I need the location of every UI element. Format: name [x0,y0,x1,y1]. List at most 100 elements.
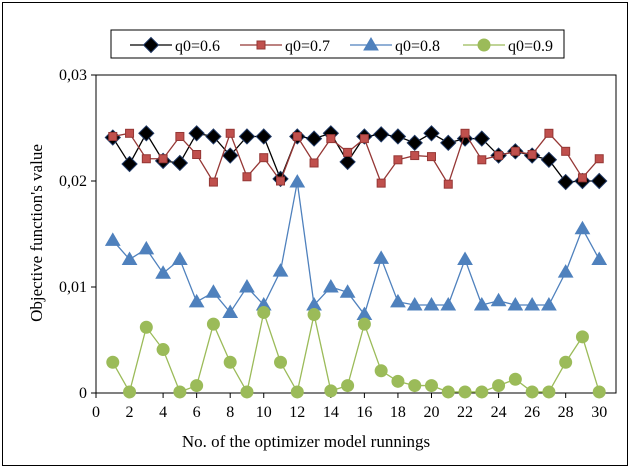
data-point [508,372,522,386]
y-tick-label: 0,03 [59,67,87,84]
data-point [175,131,185,141]
data-point [121,251,138,265]
plot-area [95,74,617,394]
series-square [108,128,604,189]
data-point [492,379,506,393]
data-point [524,297,540,311]
data-point [106,355,120,369]
data-point [541,297,557,311]
data-point [510,146,520,156]
data-point [205,128,222,145]
x-tick-label: 2 [126,404,134,421]
data-point [591,251,608,265]
data-point [173,385,187,399]
data-point [426,152,436,162]
x-tick-label: 12 [289,404,305,421]
series-line [112,181,600,316]
data-point [240,385,254,399]
legend-item: q0=0.6 [130,36,220,55]
data-point [373,250,390,264]
data-point [475,385,489,399]
data-point [290,385,304,399]
data-point [372,126,390,143]
data-point [423,297,440,311]
x-tick-label: 6 [193,404,201,421]
data-point [272,263,289,277]
x-tick-label: 18 [390,404,406,421]
data-point [424,379,438,393]
data-point [357,317,371,331]
data-point [527,150,537,159]
data-point [557,173,574,191]
data-point [221,147,239,164]
data-point [125,128,135,138]
series-line [112,309,600,394]
data-point [141,154,151,164]
legend-label: q0=0.9 [508,38,553,55]
legend-item: q0=0.8 [350,37,440,55]
data-point [507,297,524,311]
series-line [112,131,600,186]
data-point [389,128,407,145]
x-axis-label: No. of the optimizer model runnings [182,432,430,451]
data-point [359,134,369,144]
data-point [255,128,272,145]
data-point [292,131,302,141]
data-point [594,154,604,164]
data-point [259,153,269,163]
data-point [307,308,321,322]
series-layer [104,125,608,399]
data-point [190,379,204,393]
x-tick-label: 0 [92,404,100,421]
data-point [391,374,405,388]
data-point [374,364,388,378]
x-tick-label: 20 [423,404,439,421]
data-point [156,343,170,357]
data-point [139,320,153,334]
data-point [393,155,403,165]
legend-label: q0=0.7 [285,38,330,55]
x-tick-label: 30 [591,404,607,421]
data-point [575,330,589,344]
data-point [577,173,587,183]
y-axis-label: Objective function's value [27,144,46,322]
chart-frame [2,2,628,466]
data-point [155,265,171,279]
data-point [138,125,155,142]
data-point [192,150,202,159]
data-point [592,385,606,399]
series-circle [106,305,606,399]
data-point [559,355,573,369]
data-point [305,130,323,147]
legend-marker [256,40,266,50]
data-point [257,305,271,319]
data-point [274,355,288,369]
data-point [322,279,339,293]
data-point [440,297,457,311]
y-tick-label: 0,02 [59,173,87,190]
x-tick-label: 16 [356,404,372,421]
legend-item: q0=0.9 [463,38,553,55]
x-tick-label: 8 [226,404,234,421]
data-point [223,355,237,369]
data-point [138,240,155,255]
data-point [390,293,406,308]
x-tick-label: 22 [457,404,473,421]
x-tick-label: 14 [323,404,339,421]
y-tick-label: 0,01 [59,279,87,296]
x-axis-ticks: 0 2 4 6 8 10 12 14 16 18 20 22 24 26 28 30 [92,393,607,421]
legend-marker [477,38,491,52]
data-point [341,379,355,393]
data-point [205,284,222,298]
data-point [239,279,255,293]
legend-marker [363,37,379,51]
data-point [238,128,256,145]
data-point [540,151,558,169]
data-point [561,146,571,156]
data-point [494,151,504,161]
data-point [423,125,440,142]
data-point [108,131,118,141]
data-point [343,147,353,157]
data-point [457,251,473,265]
data-point [544,128,554,138]
